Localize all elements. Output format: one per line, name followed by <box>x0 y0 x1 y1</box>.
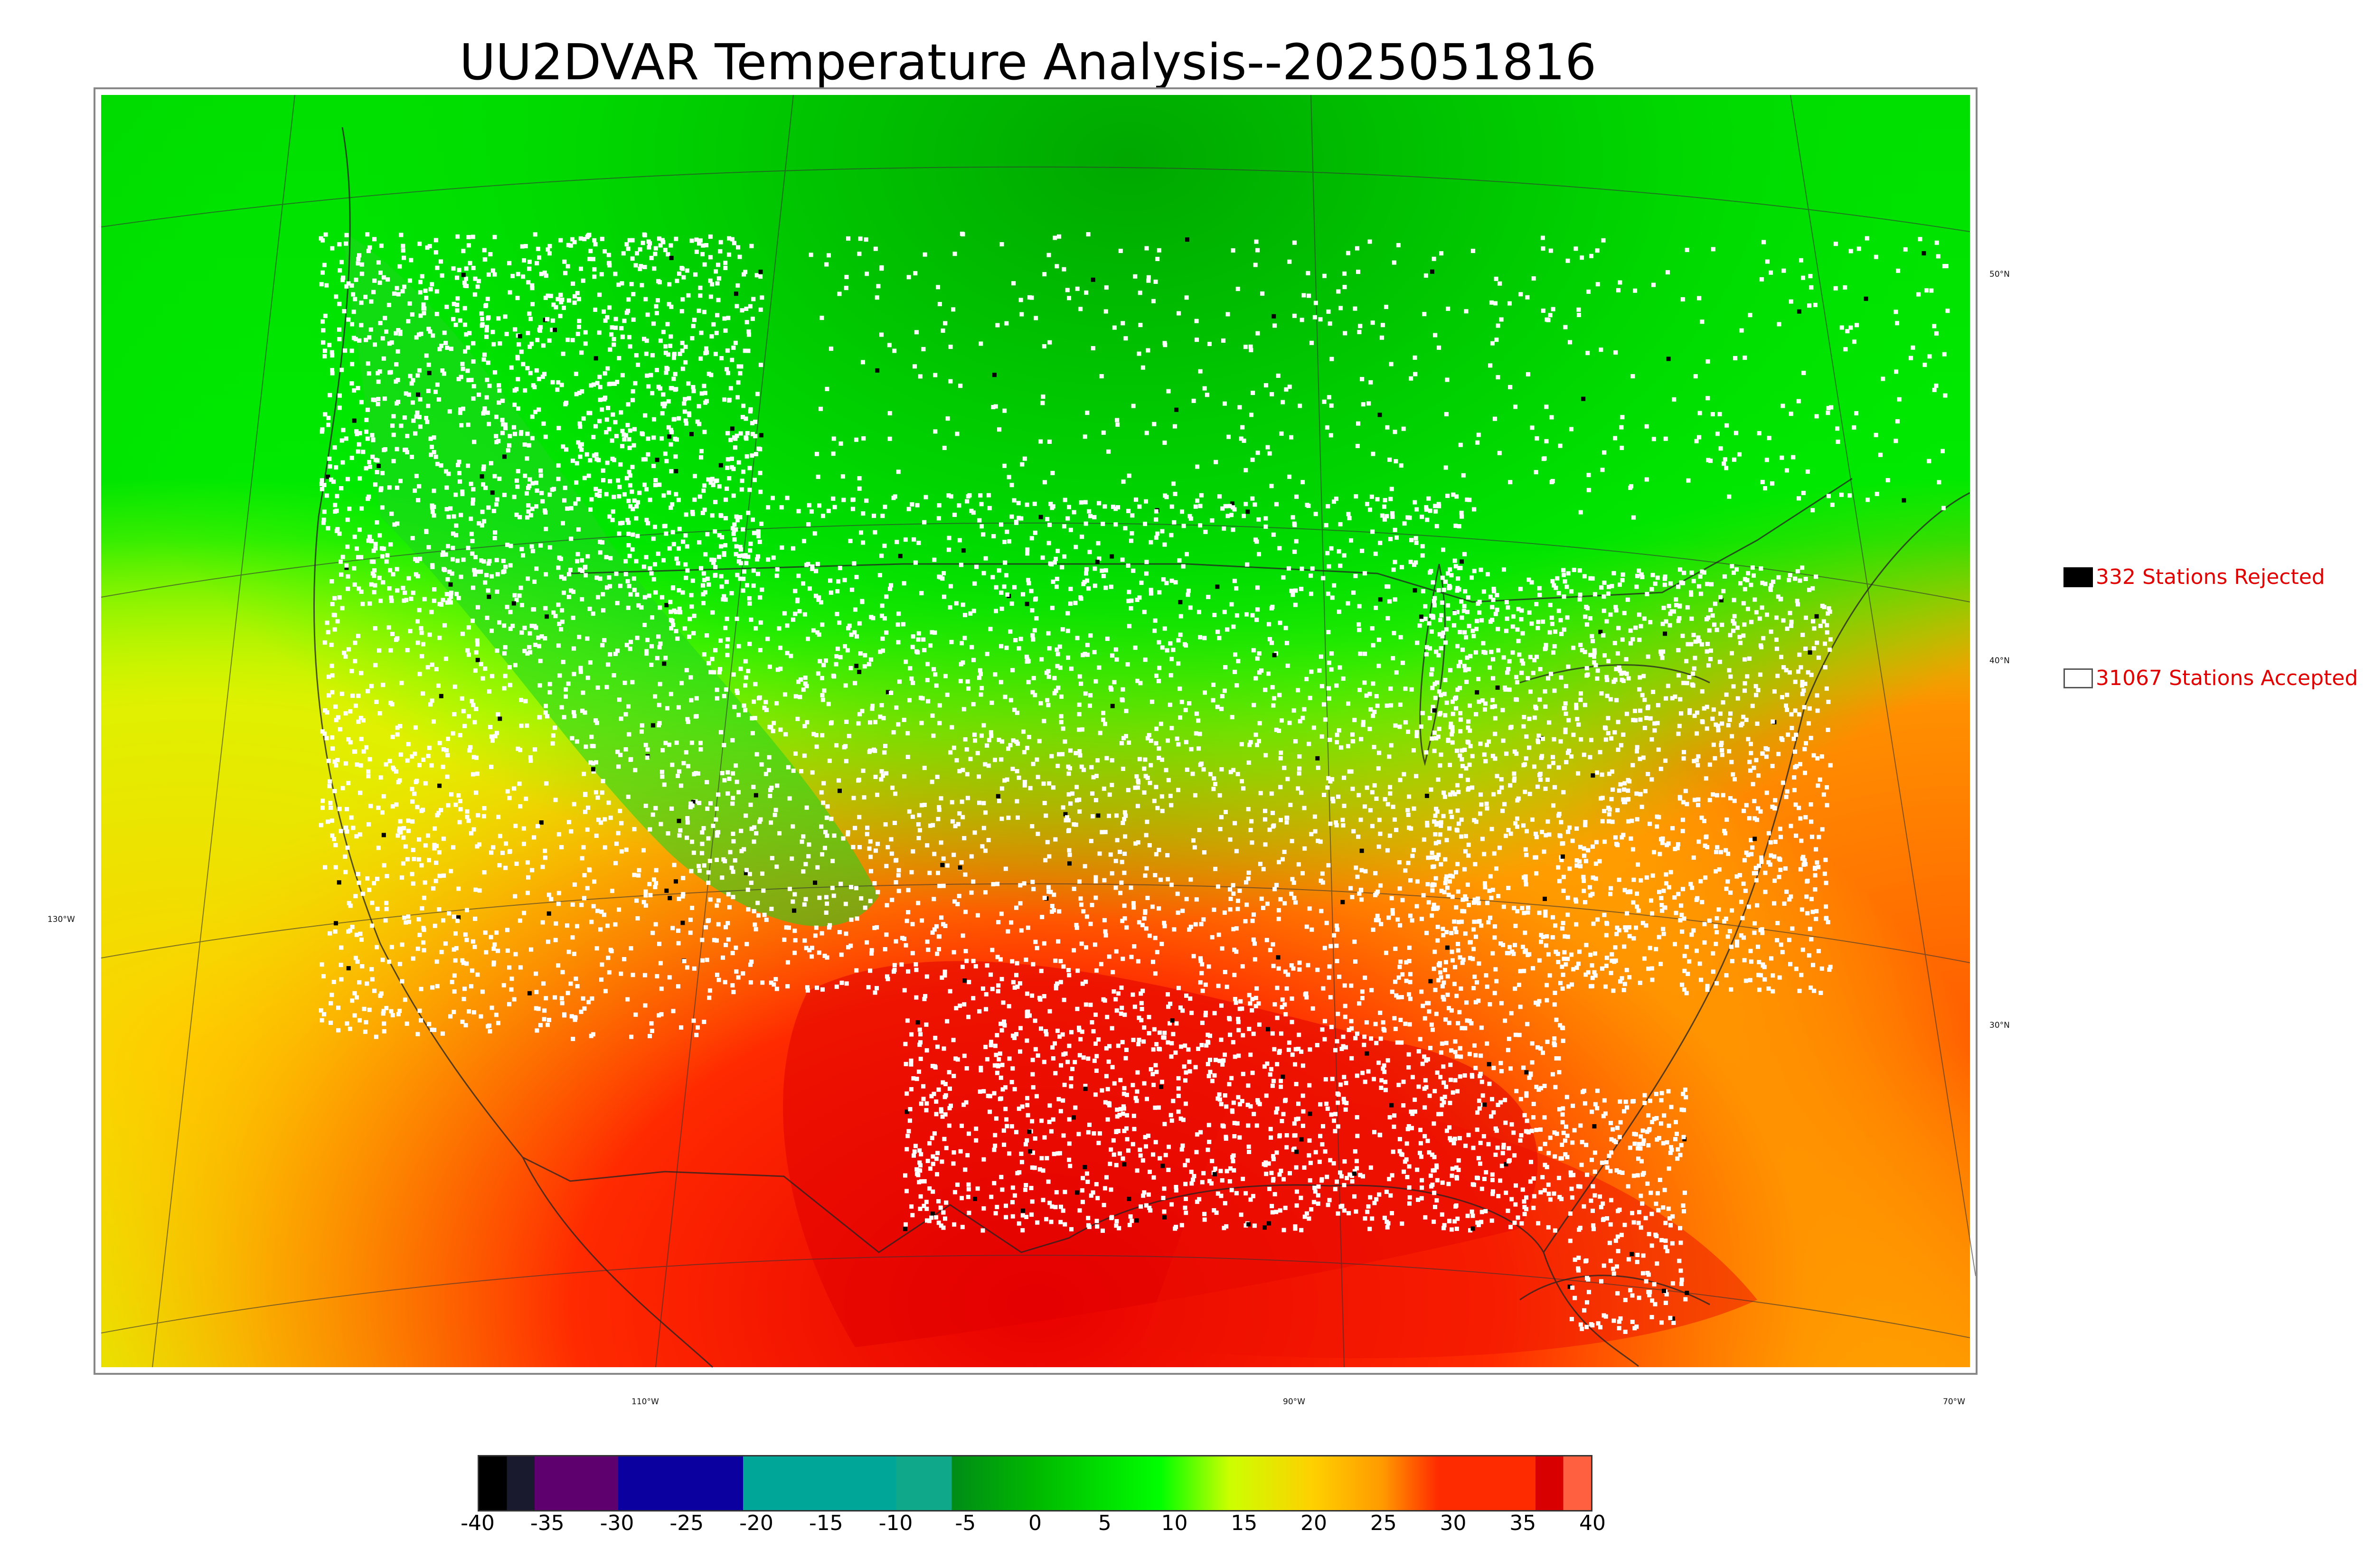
station-markers <box>319 232 1950 1334</box>
colorbar-tick-label: 30 <box>1440 1511 1467 1535</box>
colorbar-tick-label: 10 <box>1161 1511 1188 1535</box>
lon-label-90: 90°W <box>1283 1397 1305 1407</box>
colorbar-tick-label: -10 <box>878 1511 913 1535</box>
temperature-field <box>101 94 1976 1368</box>
colorbar-tick-label: 35 <box>1509 1511 1536 1535</box>
lon-label-110: 110°W <box>631 1397 659 1407</box>
lat-label-30: 30°N <box>1989 1021 2010 1030</box>
colorbar-tick-label: -30 <box>600 1511 634 1535</box>
colorbar-tick-label: 15 <box>1231 1511 1258 1535</box>
colorbar-tick-label: -40 <box>461 1511 495 1535</box>
accepted-label: 31067 Stations Accepted <box>2096 666 2358 690</box>
colorbar-tick-label: 40 <box>1579 1511 1606 1535</box>
legend-rejected: 332 Stations Rejected <box>2063 565 2325 589</box>
rejected-label: 332 Stations Rejected <box>2096 565 2325 589</box>
lat-label-40: 40°N <box>1989 656 2010 666</box>
colorbar-tick-label: -25 <box>669 1511 704 1535</box>
map-title: UU2DVAR Temperature Analysis--2025051816 <box>459 33 1597 91</box>
colorbar-tick-label: 5 <box>1098 1511 1112 1535</box>
temperature-map[interactable] <box>94 87 1978 1375</box>
colorbar-tick-label: -20 <box>739 1511 773 1535</box>
colorbar-tick-label: 20 <box>1300 1511 1327 1535</box>
lon-label-70: 70°W <box>1943 1397 1965 1407</box>
colorbar-tick-label: -5 <box>955 1511 976 1535</box>
colorbar-tick-label: 0 <box>1028 1511 1042 1535</box>
rejected-swatch <box>2063 567 2093 587</box>
lat-label-50: 50°N <box>1989 270 2010 279</box>
colorbar-tick-label: -15 <box>809 1511 843 1535</box>
colorbar-tick-label: 25 <box>1370 1511 1397 1535</box>
legend-accepted: 31067 Stations Accepted <box>2063 666 2358 690</box>
colorbar-tick-label: -35 <box>530 1511 565 1535</box>
temperature-colorbar <box>478 1455 1592 1512</box>
accepted-swatch <box>2063 668 2093 688</box>
lon-label-130: 130°W <box>47 915 75 924</box>
